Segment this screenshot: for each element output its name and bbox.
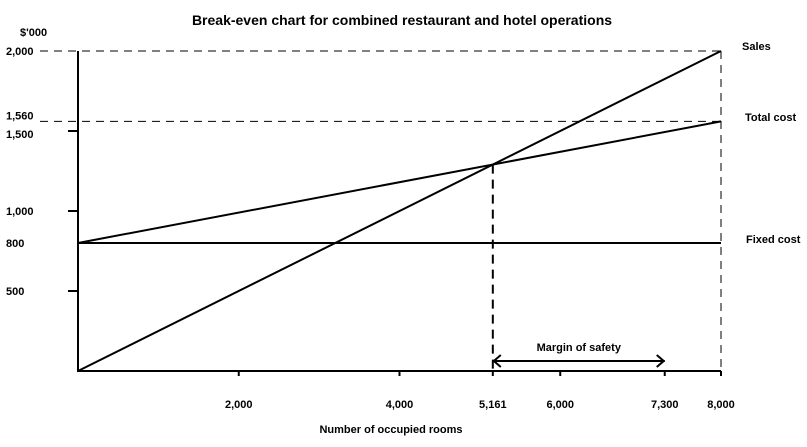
y-tick-label: 800 — [6, 238, 24, 250]
x-tick-label: 7,300 — [651, 399, 679, 411]
x-tick-label: 5,161 — [479, 399, 507, 411]
x-tick-label: 8,000 — [707, 399, 735, 411]
x-axis-label: Number of occupied rooms — [319, 424, 462, 436]
series-label: Sales — [742, 41, 771, 53]
series-line-total-cost — [77, 120, 722, 244]
y-tick-label: 1,560 — [6, 110, 34, 122]
margin-of-safety-label: Margin of safety — [537, 342, 622, 354]
arrowhead-right-icon — [656, 354, 666, 368]
x-tick-label: 2,000 — [225, 399, 253, 411]
series-label: Total cost — [745, 112, 796, 124]
x-tick-label: 4,000 — [386, 399, 414, 411]
arrowhead-left-icon — [492, 354, 502, 368]
series-line-sales — [77, 50, 722, 372]
x-tick-label: 6,000 — [546, 399, 574, 411]
y-tick-label: 500 — [6, 286, 24, 298]
y-axis-label: $'000 — [20, 27, 47, 39]
y-tick-label: 1,500 — [6, 129, 34, 141]
series-label: Fixed cost — [746, 234, 801, 246]
y-tick-label: 1,000 — [6, 206, 34, 218]
y-tick-label: 2,000 — [6, 46, 34, 58]
chart-title: Break-even chart for combined restaurant… — [192, 12, 612, 28]
